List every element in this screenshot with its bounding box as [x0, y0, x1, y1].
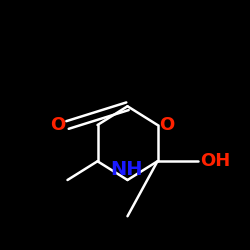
Text: OH: OH — [200, 152, 230, 170]
Text: O: O — [50, 116, 65, 134]
Text: O: O — [159, 116, 174, 134]
Text: NH: NH — [110, 160, 142, 179]
